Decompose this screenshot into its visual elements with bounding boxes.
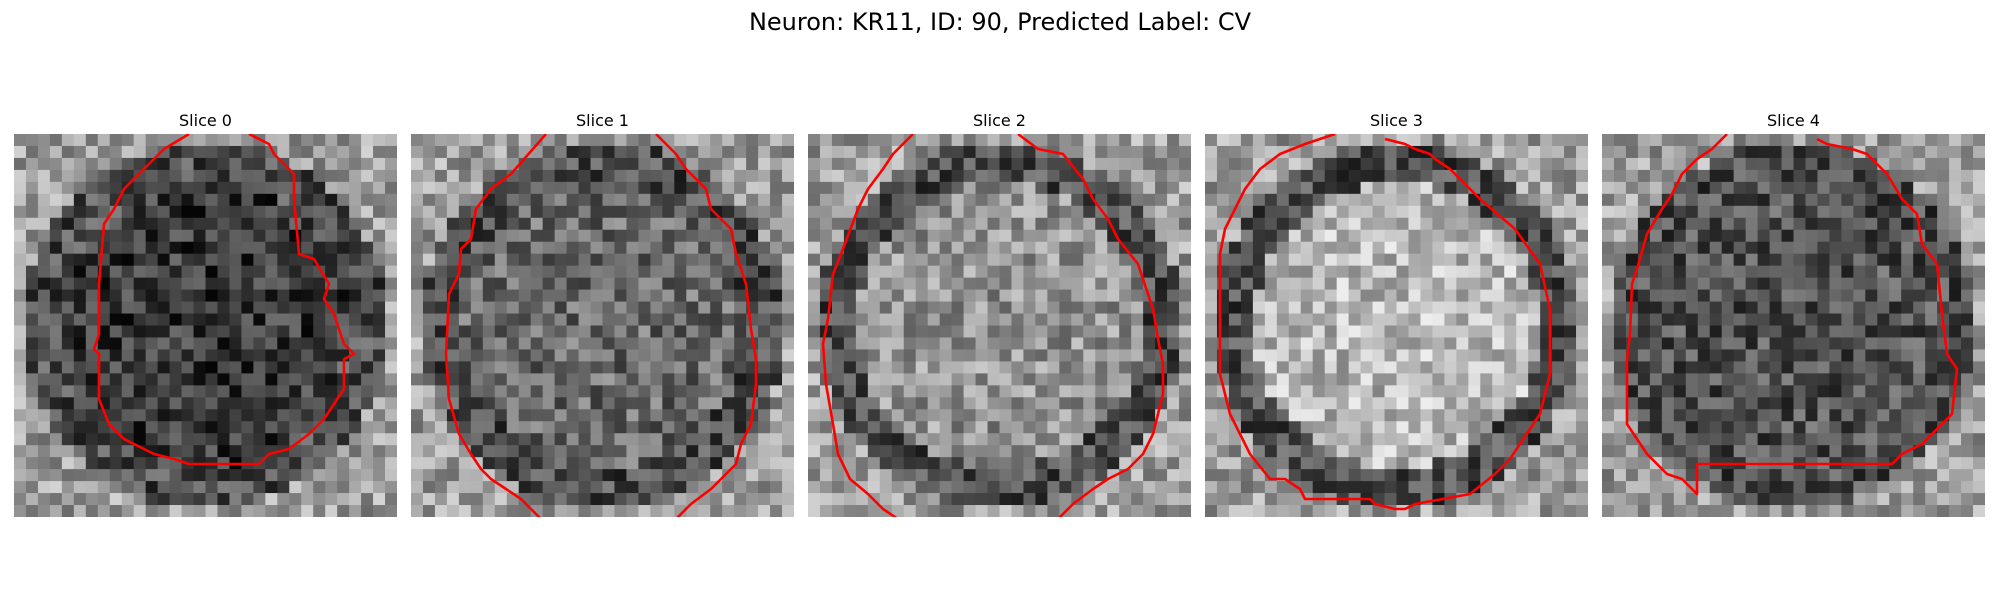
slice-panel-0: Slice 0: [14, 110, 397, 517]
slice-image: [1205, 134, 1588, 517]
pixel-grid: [1205, 134, 1588, 517]
slice-image: [1602, 134, 1985, 517]
segmentation-contour: [1625, 134, 1959, 496]
pixel-grid: [14, 134, 397, 517]
segmentation-contour: [1017, 134, 1165, 517]
slice-image: [14, 134, 397, 517]
slice-title: Slice 1: [576, 111, 629, 130]
slice-panel-3: Slice 3: [1205, 110, 1588, 517]
slice-panel-1: Slice 1: [411, 110, 794, 517]
slice-panel-2: Slice 2: [808, 110, 1191, 517]
slice-image: [808, 134, 1191, 517]
figure-title: Neuron: KR11, ID: 90, Predicted Label: C…: [748, 8, 1252, 36]
segmentation-contour: [92, 134, 356, 466]
slice-title: Slice 3: [1370, 111, 1423, 130]
segmentation-contour: [821, 134, 914, 517]
slice-image: [411, 134, 794, 517]
slice-title: Slice 0: [179, 111, 232, 130]
slice-title: Slice 4: [1767, 111, 1820, 130]
pixel-grid: [411, 134, 794, 517]
pixel-grid: [808, 134, 1191, 517]
segmentation-contour: [444, 134, 547, 517]
segmentation-contour: [1218, 134, 1552, 511]
pixel-grid: [1602, 134, 1985, 517]
slice-panel-4: Slice 4: [1602, 110, 1985, 517]
segmentation-contour: [655, 134, 758, 517]
slice-title: Slice 2: [973, 111, 1026, 130]
